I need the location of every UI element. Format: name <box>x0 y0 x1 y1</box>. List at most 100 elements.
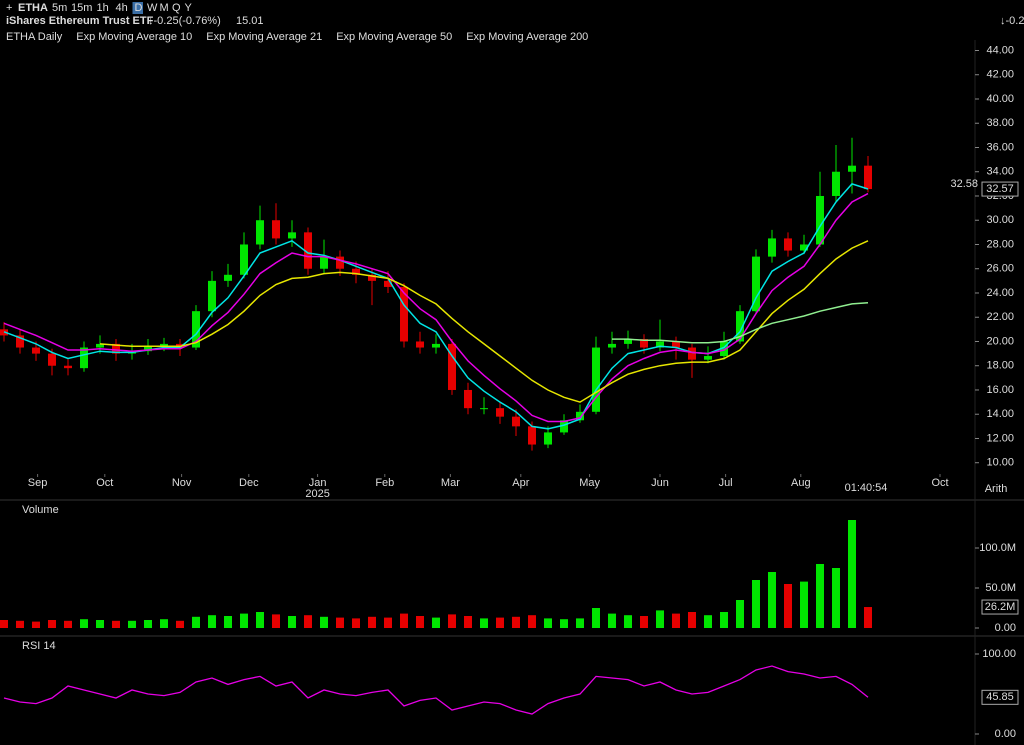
candle-body <box>304 232 312 269</box>
y-tick-label: 16.00 <box>986 384 1014 396</box>
volume-bar <box>544 618 552 628</box>
candle-body <box>864 165 872 190</box>
candle-body <box>816 195 824 245</box>
legend-entry[interactable]: ETHA Daily <box>6 31 63 43</box>
y-tick-label: 38.00 <box>986 117 1014 129</box>
candle-body <box>688 347 696 360</box>
y-tick-label: 14.00 <box>986 408 1014 420</box>
candle-body <box>400 286 408 342</box>
y-tick-label: 36.00 <box>986 141 1014 153</box>
x-tick-label: Sep <box>28 477 48 489</box>
legend-entry[interactable]: Exp Moving Average 50 <box>336 31 452 43</box>
y-tick-label: 44.00 <box>986 44 1014 56</box>
x-tick-label: Mar <box>441 477 460 489</box>
extra-value: 15.01 <box>236 15 264 27</box>
volume-bar <box>816 564 824 628</box>
candle-body <box>208 280 216 312</box>
scale-type[interactable]: Arith <box>985 483 1008 495</box>
x-tick-label: Oct <box>931 477 948 489</box>
legend-entry[interactable]: Exp Moving Average 10 <box>76 31 192 43</box>
ema-line <box>99 240 869 403</box>
volume-bar <box>256 612 264 628</box>
timeframe-button[interactable]: M <box>160 2 169 14</box>
candle-body <box>192 311 200 348</box>
candle-body <box>96 343 104 348</box>
panel-title: Volume <box>22 504 59 516</box>
volume-bar <box>800 581 808 628</box>
y-tick-label: 34.00 <box>986 166 1014 178</box>
volume-bar <box>208 615 216 628</box>
candle-body <box>160 343 168 347</box>
ema-line <box>3 192 869 423</box>
last-price-box <box>981 181 1019 197</box>
x-tick-label: Jan <box>309 477 327 489</box>
timeframe-button[interactable]: D <box>135 2 143 14</box>
x-tick-label: Jun <box>651 477 669 489</box>
volume-bar <box>576 618 584 628</box>
y-tick-label: 100.0M <box>979 542 1016 554</box>
volume-bar <box>496 617 504 628</box>
last-volume-label: 26.2M <box>985 601 1016 613</box>
volume-bar <box>864 607 872 628</box>
volume-bar <box>400 613 408 628</box>
candle-body <box>32 347 40 354</box>
last-volume-box <box>981 599 1019 615</box>
add-symbol-icon[interactable]: + <box>6 2 12 14</box>
symbol[interactable]: ETHA <box>18 2 48 14</box>
y-tick-label: 42.00 <box>986 69 1014 81</box>
volume-bar <box>832 568 840 628</box>
timeframe-button[interactable]: 1h <box>97 2 109 14</box>
candle-body <box>64 365 72 369</box>
y-tick-label: 22.00 <box>986 311 1014 323</box>
volume-bar <box>480 618 488 628</box>
volume-bar <box>720 612 728 628</box>
legend-entry[interactable]: Exp Moving Average 200 <box>466 31 588 43</box>
candle-body <box>848 165 856 172</box>
volume-bar <box>672 613 680 628</box>
candle-body <box>560 420 568 433</box>
x-tick-label: Jul <box>719 477 733 489</box>
x-tick-label: May <box>579 477 600 489</box>
candle-body <box>528 426 536 445</box>
candle-body <box>368 274 376 281</box>
volume-bar <box>320 616 328 628</box>
candle-body <box>320 256 328 269</box>
y-tick-label: 10.00 <box>986 457 1014 469</box>
year-label: 2025 <box>305 488 329 500</box>
candle-body <box>496 408 504 417</box>
volume-bar <box>448 614 456 628</box>
legend-entry[interactable]: Exp Moving Average 21 <box>206 31 322 43</box>
right-change: ↓-0.25 <box>1000 15 1024 27</box>
price-change: ↓-0.25(-0.76%) <box>148 15 221 27</box>
volume-bar <box>304 615 312 628</box>
volume-bar <box>352 618 360 628</box>
volume-bar <box>688 612 696 628</box>
volume-bar <box>112 620 120 628</box>
timeframe-button[interactable]: 15m <box>71 2 92 14</box>
volume-bar <box>160 619 168 628</box>
volume-bar <box>0 620 8 628</box>
candle-body <box>352 268 360 275</box>
y-tick-label: 50.0M <box>985 582 1016 594</box>
timeframe-button[interactable]: Y <box>185 2 193 14</box>
volume-bar <box>768 572 776 628</box>
candle-body <box>224 274 232 281</box>
x-tick-label: Apr <box>512 477 529 489</box>
y-tick-label: 30.00 <box>986 214 1014 226</box>
volume-bar <box>144 620 152 628</box>
volume-bar <box>592 608 600 628</box>
volume-bar <box>512 616 520 628</box>
instrument-name: iShares Ethereum Trust ETF <box>6 15 154 27</box>
timeframe-button[interactable]: 5m <box>52 2 67 14</box>
candle-body <box>144 346 152 352</box>
timeframe-button[interactable]: W <box>147 2 158 14</box>
volume-bar <box>656 610 664 628</box>
volume-bar <box>560 619 568 628</box>
y-tick-label: 20.00 <box>986 335 1014 347</box>
volume-bar <box>528 615 536 628</box>
volume-bar <box>240 613 248 628</box>
timeframe-button[interactable]: Q <box>172 2 181 14</box>
timeframe-button[interactable]: 4h <box>116 2 128 14</box>
volume-bar <box>336 617 344 628</box>
